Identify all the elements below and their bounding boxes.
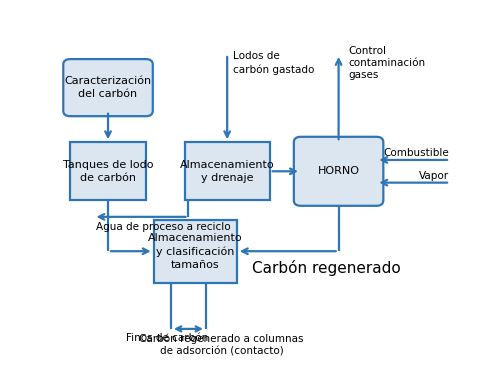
Text: Almacenamiento
y drenaje: Almacenamiento y drenaje xyxy=(180,160,274,183)
Text: Finos de carbón: Finos de carbón xyxy=(126,333,208,343)
Text: Vapor: Vapor xyxy=(419,171,449,181)
Text: Carbón regenerado a columnas
de adsorción (contacto): Carbón regenerado a columnas de adsorció… xyxy=(139,333,304,356)
Text: Agua de proceso a reciclo: Agua de proceso a reciclo xyxy=(96,222,230,232)
Text: Carbón regenerado: Carbón regenerado xyxy=(252,260,401,275)
Text: Lodos de
carbón gastado: Lodos de carbón gastado xyxy=(233,52,314,74)
Text: Tanques de lodo
de carbón: Tanques de lodo de carbón xyxy=(63,160,154,183)
FancyBboxPatch shape xyxy=(294,137,384,206)
FancyBboxPatch shape xyxy=(154,220,237,282)
Text: Almacenamiento
y clasificación
tamaños: Almacenamiento y clasificación tamaños xyxy=(148,233,242,270)
FancyBboxPatch shape xyxy=(64,59,153,116)
Text: HORNO: HORNO xyxy=(318,166,360,176)
Text: Combustible: Combustible xyxy=(384,149,449,158)
Text: Control
contaminación
gases: Control contaminación gases xyxy=(348,46,426,80)
FancyBboxPatch shape xyxy=(184,142,270,201)
FancyBboxPatch shape xyxy=(70,142,146,201)
Text: Caracterización
del carbón: Caracterización del carbón xyxy=(64,76,152,99)
